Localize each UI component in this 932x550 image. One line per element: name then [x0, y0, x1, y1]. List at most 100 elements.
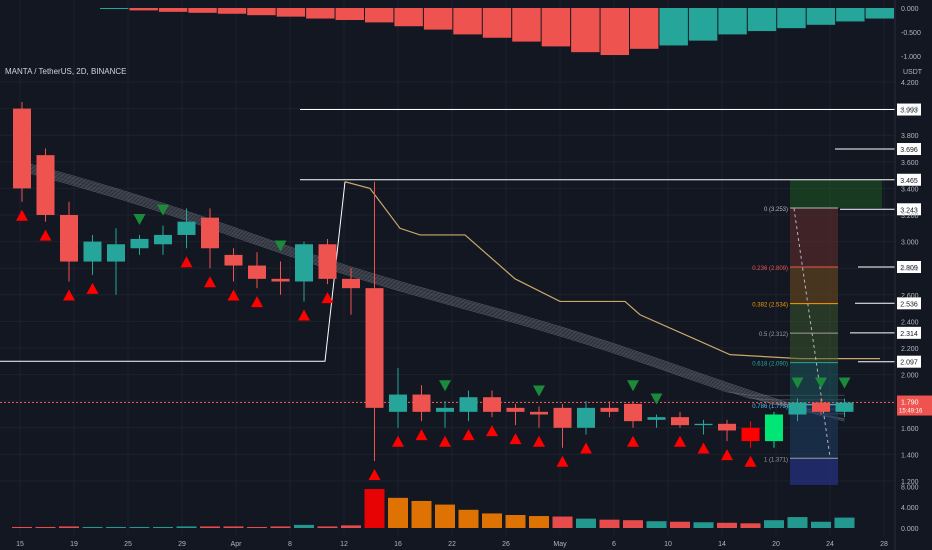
fib-level-label: 0.618 (2.090) — [752, 362, 788, 368]
candle-body — [177, 221, 196, 235]
buy-signal-marker — [39, 229, 52, 241]
osc-bar — [747, 8, 777, 32]
price-tag: 3.243 — [900, 207, 918, 214]
sell-signal-marker — [133, 213, 146, 225]
price-axis-label: 1.400 — [901, 452, 919, 459]
volume-bar — [411, 500, 432, 528]
ema-line — [21, 168, 845, 405]
osc-bar — [394, 8, 423, 27]
volume-bar — [623, 520, 643, 528]
time-axis-label: 15 — [16, 541, 24, 548]
candle-body — [765, 414, 783, 442]
volume-bar — [646, 521, 667, 528]
price-axis-label: 1.600 — [901, 426, 919, 433]
sell-signal-marker — [791, 377, 804, 389]
sell-signal-marker — [627, 380, 639, 392]
osc-axis-label: 0.000 — [901, 6, 919, 13]
osc-bar — [453, 8, 482, 35]
price-tag-bg — [897, 173, 921, 186]
time-axis-label: 26 — [502, 541, 510, 548]
volume-bar — [12, 526, 32, 528]
time-axis-label: 16 — [394, 541, 402, 548]
price-tag: 2.314 — [900, 331, 918, 338]
candle-body — [718, 423, 736, 431]
buy-signal-marker — [744, 455, 757, 467]
volume-bar — [435, 504, 455, 528]
price-axis[interactable]: 3.993 3.696 3.465 3.243 2.809 2.536 2.314 2.097… — [16, 0, 932, 550]
buy-signal-marker — [509, 433, 522, 445]
price-axis-label: 3.800 — [901, 133, 919, 140]
osc-bar — [247, 8, 276, 16]
candle-body — [788, 402, 807, 415]
time-axis-label: 25 — [124, 541, 132, 548]
volume-bar — [129, 526, 150, 528]
volume-bar — [529, 516, 549, 528]
candle-body — [835, 402, 854, 412]
buy-signal-marker — [392, 435, 404, 447]
osc-bar — [836, 8, 865, 22]
price-axis-label: 2.000 — [901, 373, 919, 380]
candle-body — [506, 407, 525, 412]
buy-signal-marker — [627, 435, 639, 447]
ema-line — [21, 161, 845, 421]
volume-bar — [787, 517, 808, 528]
time-axis-label: 22 — [448, 541, 456, 548]
candle-body — [577, 407, 595, 428]
osc-bar — [306, 8, 335, 19]
osc-axis-label: -0.500 — [901, 30, 921, 37]
volume-bar — [106, 526, 126, 528]
osc-bar — [630, 8, 659, 49]
volume-bar — [247, 526, 267, 528]
moving-average-ribbon — [0, 161, 880, 422]
time-axis-label: 10 — [664, 541, 672, 548]
volume-bar — [153, 526, 173, 528]
sell-signal-marker — [533, 385, 545, 397]
signal-markers — [16, 204, 851, 481]
horizontal-levels[interactable] — [0, 109, 895, 404]
candle-body — [436, 407, 454, 412]
price-tag-bg — [897, 261, 921, 274]
time-axis-label: 29 — [178, 541, 186, 548]
buy-signal-marker — [697, 442, 710, 454]
price-axis-label: 2.200 — [901, 346, 919, 353]
osc-bar — [100, 8, 129, 9]
fib-zone — [790, 207, 838, 268]
oscillator-pane — [100, 8, 894, 56]
step-line — [0, 181, 346, 362]
fib-stop-zone — [790, 458, 838, 485]
candle-body — [36, 155, 55, 215]
osc-bar — [276, 8, 306, 17]
volume-bar — [670, 521, 690, 528]
osc-bar — [688, 8, 718, 41]
symbol-title: MANTA / TetherUS, 2D, BINANCE — [5, 67, 127, 76]
trailing-stop-line — [344, 181, 880, 360]
time-axis-label: 6 — [612, 541, 616, 548]
osc-bar — [217, 8, 247, 14]
candle-body — [271, 278, 290, 282]
osc-bar — [865, 8, 894, 19]
time-axis-label: 24 — [826, 541, 834, 548]
volume-bar — [364, 489, 385, 528]
osc-axis-label: -1.000 — [901, 54, 921, 61]
volume-bar — [717, 522, 737, 528]
candle-body — [60, 215, 78, 262]
ema-line — [21, 169, 845, 401]
buy-signal-marker — [580, 442, 592, 454]
ema-line — [21, 162, 845, 422]
volume-bar — [35, 526, 56, 528]
volume-bar — [599, 519, 620, 528]
osc-bar — [659, 8, 688, 46]
fib-level-label: 0.382 (2.534) — [752, 303, 788, 309]
price-tag-bg — [897, 143, 921, 156]
osc-bar — [158, 8, 188, 12]
price-axis-label: 3.600 — [901, 160, 919, 167]
time-axis-label: 8 — [288, 541, 292, 548]
buy-signal-marker — [63, 289, 75, 301]
volume-bar — [740, 523, 761, 528]
price-tag-bg — [897, 355, 921, 368]
osc-bar — [482, 8, 512, 38]
candle-body — [671, 417, 689, 426]
volume-bar — [200, 526, 220, 528]
volume-bar — [552, 516, 573, 528]
